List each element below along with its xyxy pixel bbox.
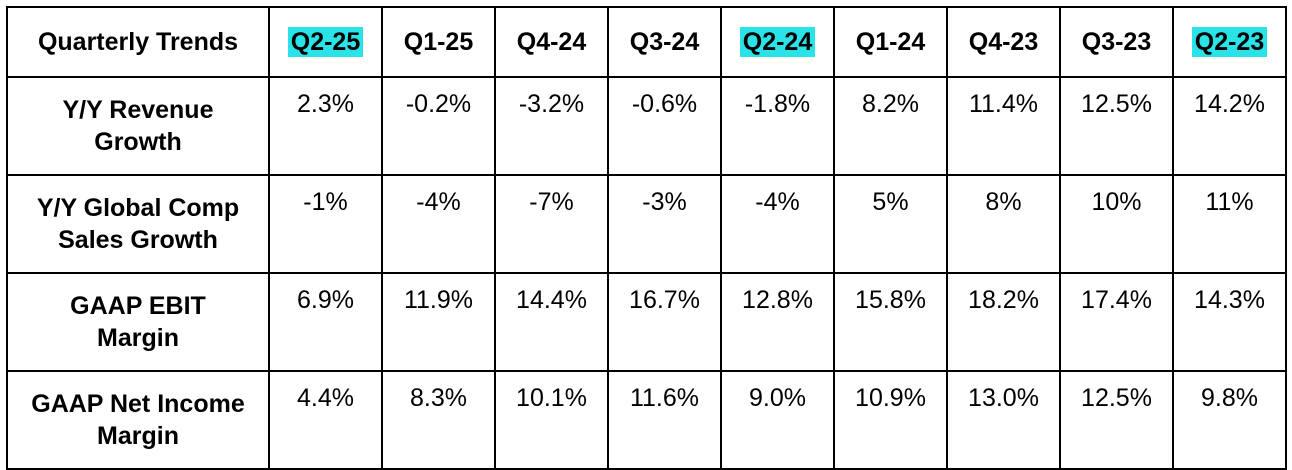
table-row: Y/Y Revenue Growth 2.3% -0.2% -3.2% -0.6%… (6, 76, 1287, 176)
row-label: Y/Y Global Comp Sales Growth (6, 174, 270, 274)
data-cell: 9.0% (720, 370, 835, 470)
data-cell: 13.0% (946, 370, 1061, 470)
column-label: Q1-24 (855, 27, 926, 56)
quarterly-trends-table: Quarterly Trends Q2-25 Q1-25 Q4-24 Q3-24… (6, 6, 1287, 470)
data-cell: -0.6% (607, 76, 722, 176)
column-label: Q2-24 (739, 26, 816, 57)
data-cell: 11% (1172, 174, 1287, 274)
data-cell: 10% (1059, 174, 1174, 274)
column-header: Q4-24 (494, 6, 609, 78)
data-cell: 18.2% (946, 272, 1061, 372)
column-label: Q4-24 (516, 27, 587, 56)
row-label-line: Growth (94, 128, 182, 156)
column-label: Q2-23 (1191, 26, 1268, 57)
row-label: GAAP Net Income Margin (6, 370, 270, 470)
row-label-line: GAAP Net Income (31, 390, 245, 418)
data-cell: 14.3% (1172, 272, 1287, 372)
column-header: Q4-23 (946, 6, 1061, 78)
data-cell: 6.9% (268, 272, 383, 372)
row-label-line: Margin (97, 324, 179, 352)
data-cell: 11.6% (607, 370, 722, 470)
row-label-line: Y/Y Global Comp (36, 194, 240, 222)
column-label: Q2-25 (287, 26, 364, 57)
data-cell: 14.2% (1172, 76, 1287, 176)
row-label: GAAP EBIT Margin (6, 272, 270, 372)
data-cell: 11.4% (946, 76, 1061, 176)
row-label-line: Margin (97, 422, 179, 450)
data-cell: 10.9% (833, 370, 948, 470)
column-header: Q2-24 (720, 6, 835, 78)
column-header: Q1-24 (833, 6, 948, 78)
row-label-line: GAAP EBIT (70, 292, 206, 320)
corner-header: Quarterly Trends (6, 6, 270, 78)
data-cell: 8.2% (833, 76, 948, 176)
column-header: Q2-25 (268, 6, 383, 78)
data-cell: 10.1% (494, 370, 609, 470)
row-label: Y/Y Revenue Growth (6, 76, 270, 176)
data-cell: -1% (268, 174, 383, 274)
column-label: Q3-23 (1081, 27, 1152, 56)
table-row: Y/Y Global Comp Sales Growth -1% -4% -7% … (6, 174, 1287, 274)
column-label: Q1-25 (403, 27, 474, 56)
data-cell: 12.8% (720, 272, 835, 372)
data-cell: 12.5% (1059, 370, 1174, 470)
data-cell: 9.8% (1172, 370, 1287, 470)
data-cell: -7% (494, 174, 609, 274)
data-cell: -0.2% (381, 76, 496, 176)
data-cell: 4.4% (268, 370, 383, 470)
data-cell: -3% (607, 174, 722, 274)
data-cell: 12.5% (1059, 76, 1174, 176)
table-row: GAAP Net Income Margin 4.4% 8.3% 10.1% 11… (6, 370, 1287, 470)
column-header: Q3-23 (1059, 6, 1174, 78)
data-cell: 15.8% (833, 272, 948, 372)
data-cell: -4% (381, 174, 496, 274)
row-label-line: Y/Y Revenue (62, 96, 214, 124)
column-label: Q4-23 (968, 27, 1039, 56)
data-cell: -4% (720, 174, 835, 274)
data-cell: 5% (833, 174, 948, 274)
column-header: Q3-24 (607, 6, 722, 78)
header-row: Quarterly Trends Q2-25 Q1-25 Q4-24 Q3-24… (6, 6, 1287, 78)
data-cell: 16.7% (607, 272, 722, 372)
data-cell: 2.3% (268, 76, 383, 176)
column-label: Q3-24 (629, 27, 700, 56)
column-header: Q2-23 (1172, 6, 1287, 78)
row-label-line: Sales Growth (58, 226, 218, 254)
table-row: GAAP EBIT Margin 6.9% 11.9% 14.4% 16.7% 1… (6, 272, 1287, 372)
data-cell: 17.4% (1059, 272, 1174, 372)
data-cell: 8.3% (381, 370, 496, 470)
data-cell: -3.2% (494, 76, 609, 176)
column-header: Q1-25 (381, 6, 496, 78)
data-cell: 11.9% (381, 272, 496, 372)
data-cell: -1.8% (720, 76, 835, 176)
data-cell: 14.4% (494, 272, 609, 372)
data-cell: 8% (946, 174, 1061, 274)
